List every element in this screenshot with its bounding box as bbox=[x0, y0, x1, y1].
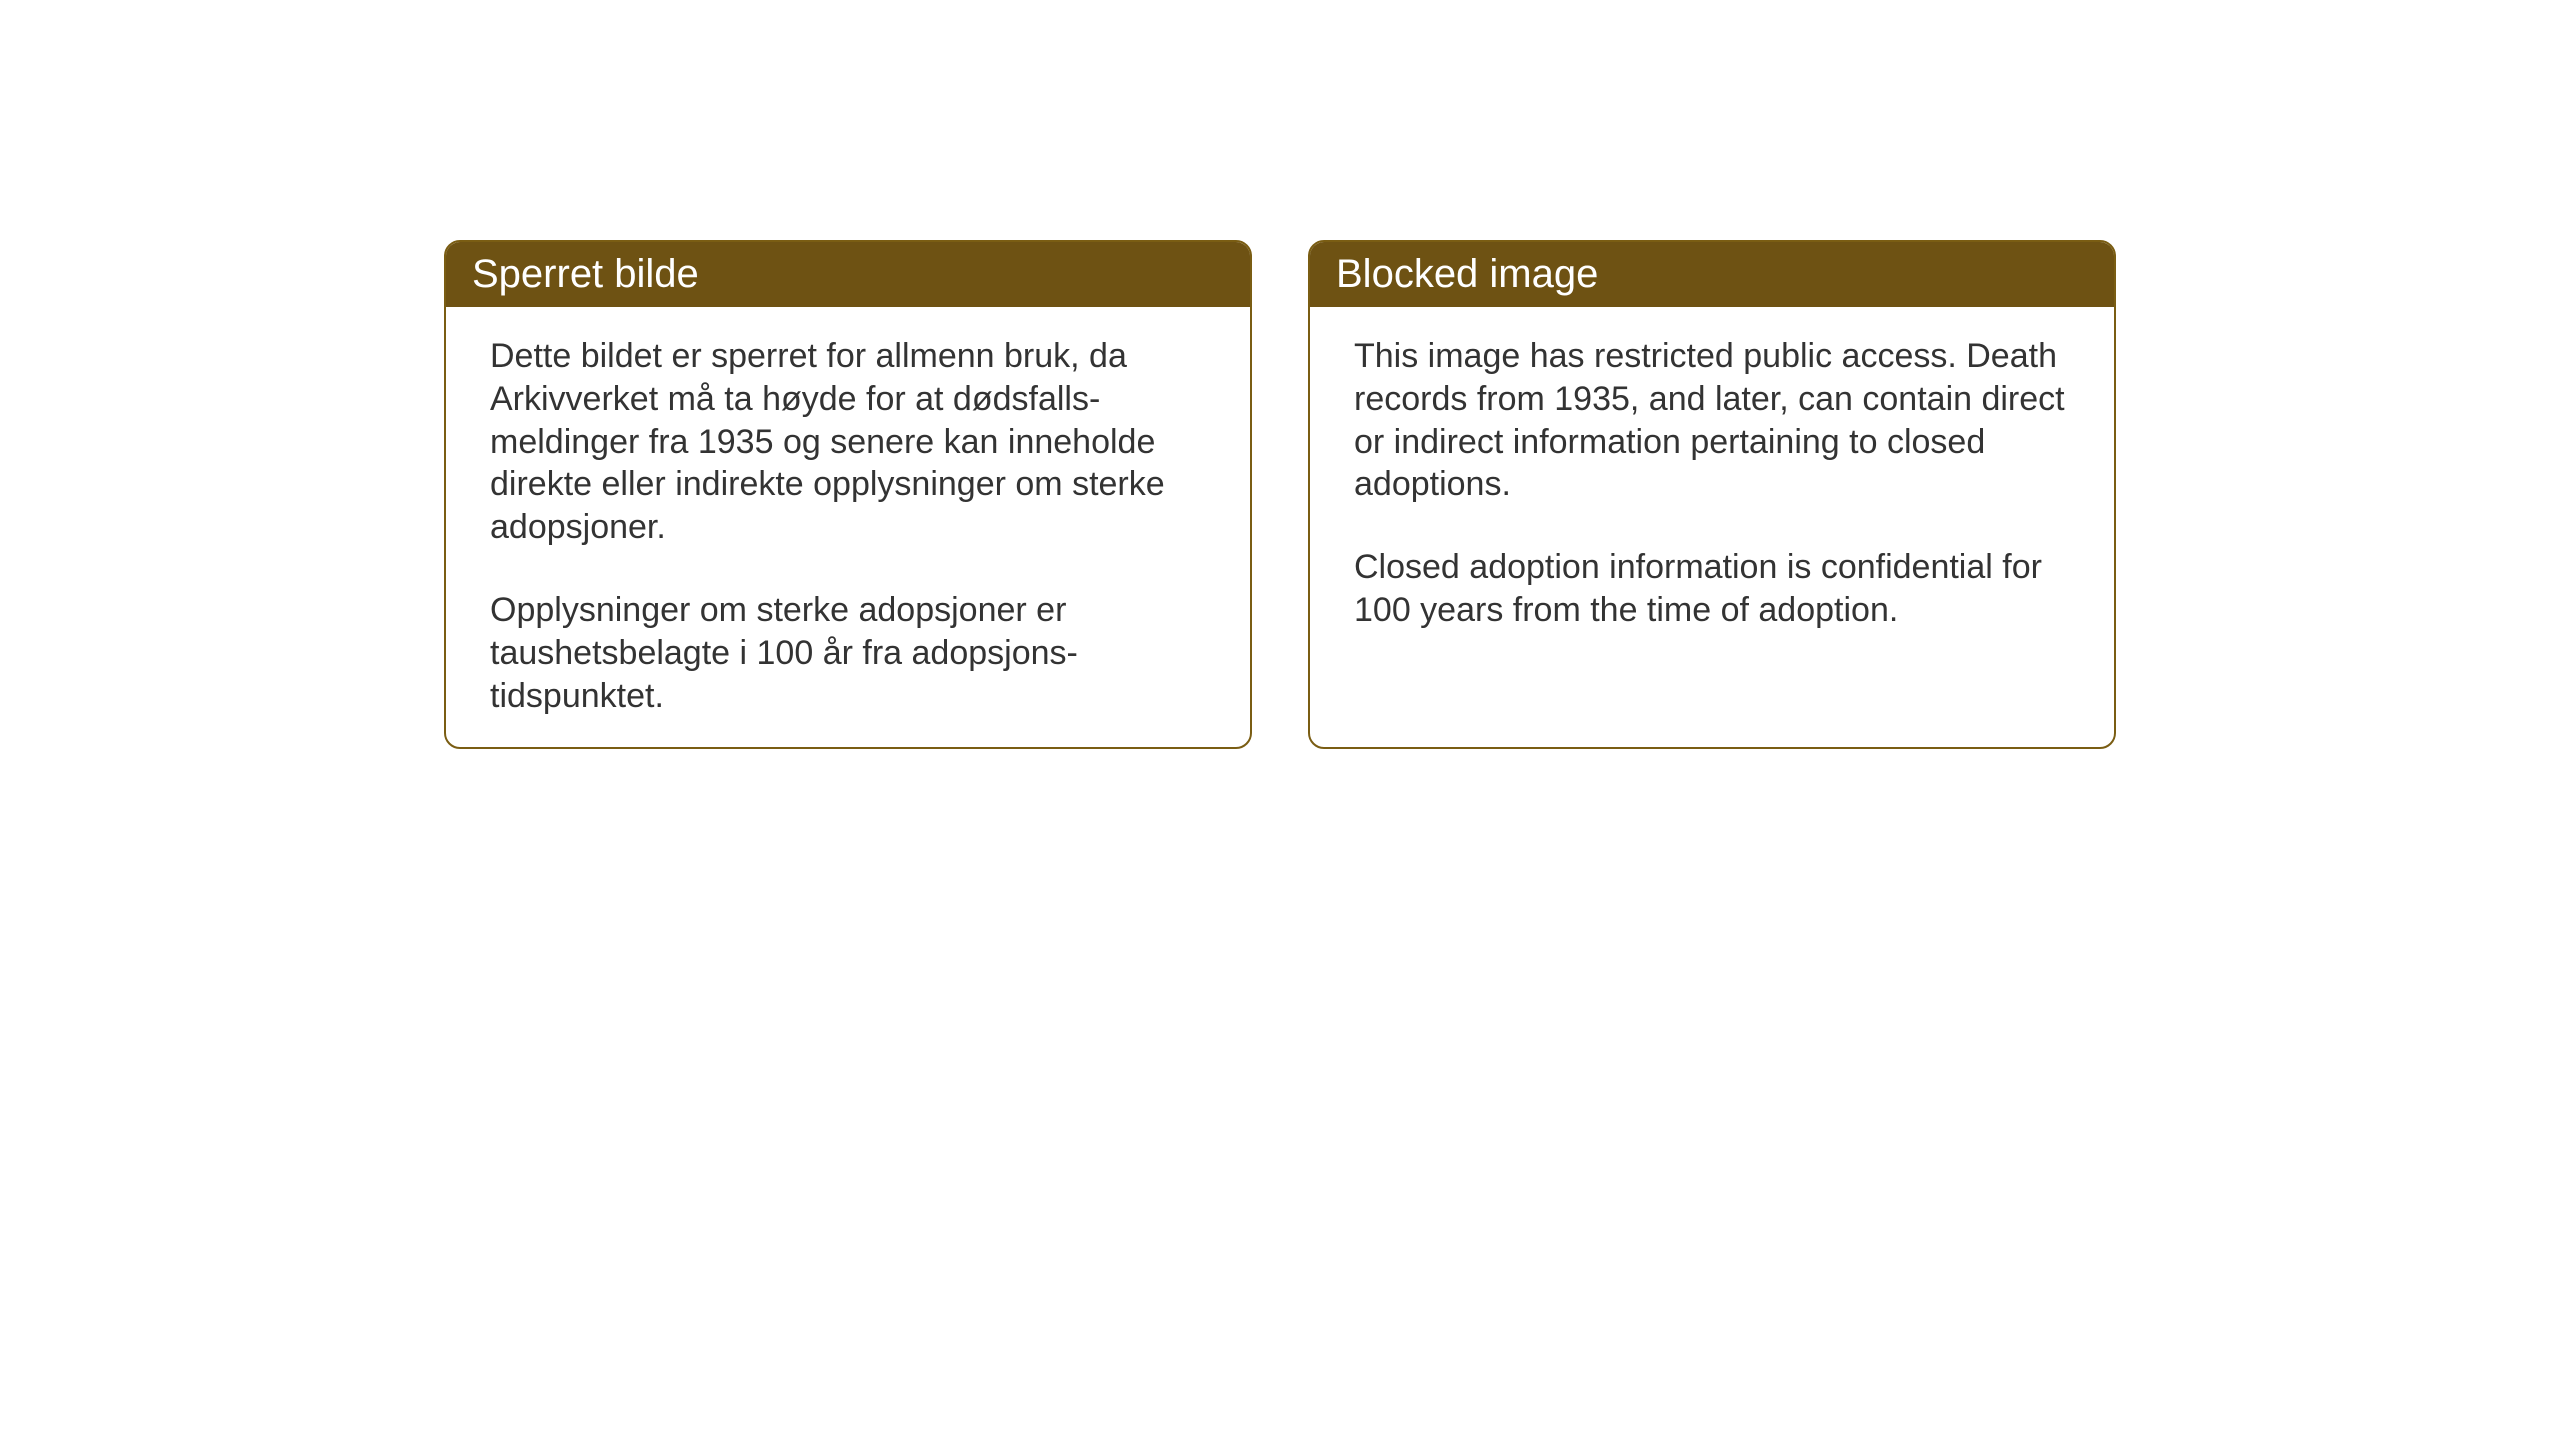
notice-card-norwegian: Sperret bilde Dette bildet er sperret fo… bbox=[444, 240, 1252, 749]
card-body-norwegian: Dette bildet er sperret for allmenn bruk… bbox=[446, 307, 1250, 747]
card-paragraph-1-norwegian: Dette bildet er sperret for allmenn bruk… bbox=[490, 335, 1206, 549]
card-header-norwegian: Sperret bilde bbox=[446, 242, 1250, 307]
notice-card-english: Blocked image This image has restricted … bbox=[1308, 240, 2116, 749]
card-paragraph-2-norwegian: Opplysninger om sterke adopsjoner er tau… bbox=[490, 589, 1206, 717]
card-paragraph-2-english: Closed adoption information is confident… bbox=[1354, 546, 2070, 632]
card-title-english: Blocked image bbox=[1336, 252, 1598, 296]
card-header-english: Blocked image bbox=[1310, 242, 2114, 307]
card-paragraph-1-english: This image has restricted public access.… bbox=[1354, 335, 2070, 506]
card-body-english: This image has restricted public access.… bbox=[1310, 307, 2114, 747]
card-title-norwegian: Sperret bilde bbox=[472, 252, 699, 296]
notice-container: Sperret bilde Dette bildet er sperret fo… bbox=[444, 240, 2116, 749]
